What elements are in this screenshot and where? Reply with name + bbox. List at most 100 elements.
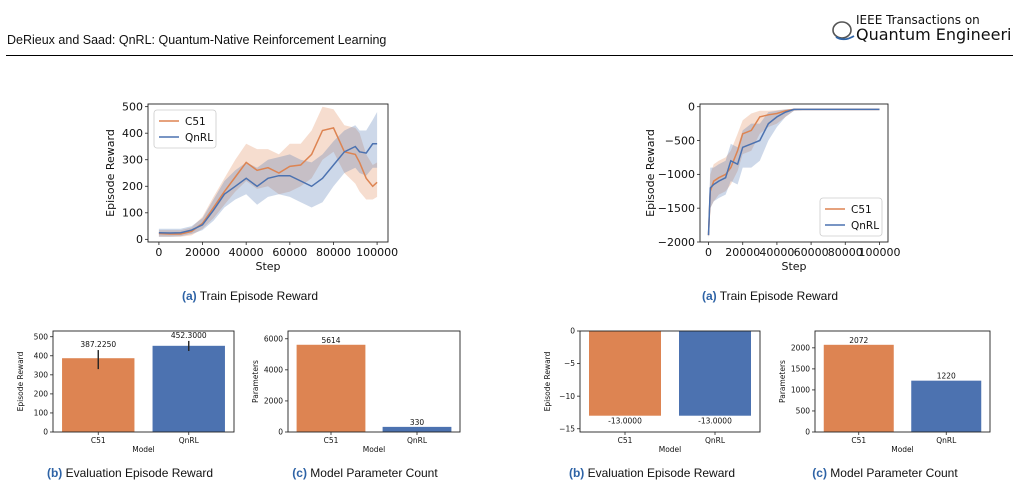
legend-label-c51: C51 xyxy=(851,204,872,216)
bar-qnrl xyxy=(911,380,982,432)
data-label-c51: 2072 xyxy=(849,336,868,345)
data-label-c51: 387.2250 xyxy=(80,340,116,349)
x-tick-label: 0 xyxy=(155,246,162,259)
x-tick-label: 40000 xyxy=(229,246,264,259)
caption-text: Train Episode Reward xyxy=(199,289,319,303)
legend-label-c51: C51 xyxy=(185,116,206,128)
y-tick-label: 2000 xyxy=(791,343,810,352)
header-rule xyxy=(6,55,1013,56)
x-tick-label: C51 xyxy=(324,436,339,445)
x-tick-label: 20000 xyxy=(185,246,220,259)
y-tick-label: −500 xyxy=(665,134,695,147)
y-tick-label: 300 xyxy=(34,370,49,379)
data-label-qnrl: 330 xyxy=(410,418,425,427)
y-tick-label: 0 xyxy=(278,428,283,437)
legend: C51 QnRL xyxy=(153,109,217,149)
x-tick-label: 80000 xyxy=(316,246,351,259)
x-axis-label: Step xyxy=(781,260,806,273)
y-tick-label: 0 xyxy=(43,428,48,437)
bar-qnrl xyxy=(679,331,751,416)
caption-label: (c) xyxy=(812,466,827,480)
data-label-qnrl: 1220 xyxy=(937,372,956,381)
bar-c51 xyxy=(296,344,366,432)
y-tick-label: 500 xyxy=(34,332,49,341)
data-label-qnrl: -13.0000 xyxy=(698,417,732,426)
x-tick-label: 60000 xyxy=(272,246,307,259)
caption-left-b: (b) Evaluation Episode Reward xyxy=(20,466,240,480)
x-axis-label: Model xyxy=(659,445,682,454)
series-band-qnrl xyxy=(158,112,378,237)
x-tick-label: C51 xyxy=(91,436,106,445)
y-tick-label: −10 xyxy=(559,392,575,401)
legend-label-qnrl: QnRL xyxy=(851,220,879,232)
caption-right-b: (b) Evaluation Episode Reward xyxy=(542,466,762,480)
y-tick-label: −2000 xyxy=(658,236,695,249)
y-tick-label: 1000 xyxy=(791,386,810,395)
caption-label: (a) xyxy=(181,289,197,303)
y-axis-label: Episode Reward xyxy=(543,351,552,411)
bar-c51 xyxy=(823,344,894,432)
plot-frame xyxy=(52,330,235,433)
caption-right-a: (a) Train Episode Reward xyxy=(660,289,880,303)
series-band-c51 xyxy=(158,106,378,237)
caption-left-c: (c) Model Parameter Count xyxy=(255,466,475,480)
x-axis-label: Model xyxy=(891,445,914,454)
y-axis-label: Parameters xyxy=(251,360,260,403)
series-band-c51 xyxy=(708,108,880,239)
y-axis-label: Episode Reward xyxy=(104,129,117,217)
x-axis-label: Model xyxy=(363,445,386,454)
y-tick-label: 400 xyxy=(34,351,49,360)
x-tick-label: 60000 xyxy=(794,246,829,259)
x-tick-label: QnRL xyxy=(407,436,428,445)
left-param-count-chart: 0 2000 4000 6000 Parameters 5614 C51 330 QnRL Mod… xyxy=(251,330,461,454)
y-tick-label: 0 xyxy=(688,101,695,114)
series-line-qnrl xyxy=(158,143,378,234)
y-tick-label: −1000 xyxy=(658,168,695,181)
bar-qnrl xyxy=(382,426,452,432)
y-tick-label: 4000 xyxy=(264,365,283,374)
x-tick-label: 40000 xyxy=(759,246,794,259)
caption-left-a: (a) Train Episode Reward xyxy=(140,289,360,303)
plot-frame xyxy=(147,103,389,243)
y-tick-label: 200 xyxy=(122,180,143,193)
data-label-qnrl: 452.3000 xyxy=(171,331,207,340)
right-param-count-chart: 0 500 1000 1500 2000 Parameters 2072 C51 1220 QnR… xyxy=(778,330,991,454)
y-axis-label: Episode Reward xyxy=(644,129,657,217)
y-tick-label: −5 xyxy=(564,359,575,368)
y-tick-label: 100 xyxy=(34,409,49,418)
x-tick-label: 100000 xyxy=(858,246,900,259)
right-eval-reward-chart: 0 −5 −10 −15 Episode Reward -13.0000 C51 -13.00… xyxy=(543,327,761,454)
x-tick-label: QnRL xyxy=(936,436,957,445)
x-tick-label: 80000 xyxy=(828,246,863,259)
caption-label: (a) xyxy=(701,289,717,303)
plot-frame xyxy=(287,330,461,433)
legend-box xyxy=(819,197,883,237)
legend: C51 QnRL xyxy=(819,197,883,237)
series-band-qnrl xyxy=(708,108,880,239)
legend-box xyxy=(153,109,217,149)
y-tick-label: 100 xyxy=(122,207,143,220)
running-header: DeRieux and Saad: QnRL: Quantum-Native R… xyxy=(7,33,387,47)
x-axis-label: Step xyxy=(255,260,280,273)
journal-line-1: IEEE Transactions on xyxy=(856,13,980,27)
series-line-qnrl xyxy=(707,108,880,236)
logo-swoosh-icon xyxy=(832,21,855,41)
plot-frame xyxy=(579,330,761,433)
caption-label: (b) xyxy=(568,466,585,480)
bar-qnrl xyxy=(152,345,225,432)
y-tick-label: 300 xyxy=(122,154,143,167)
plot-frame xyxy=(699,103,889,243)
caption-text: Model Parameter Count xyxy=(830,466,958,480)
y-tick-label: 0 xyxy=(805,428,810,437)
y-tick-label: 2000 xyxy=(264,397,283,406)
x-axis-label: Model xyxy=(132,445,155,454)
journal-logo: IEEE Transactions on Quantum Engineering xyxy=(832,13,1010,44)
caption-text: Train Episode Reward xyxy=(719,289,839,303)
x-tick-label: C51 xyxy=(618,436,633,445)
caption-text: Evaluation Episode Reward xyxy=(65,466,214,480)
caption-label: (b) xyxy=(46,466,63,480)
data-label-c51: -13.0000 xyxy=(608,417,642,426)
y-tick-label: 200 xyxy=(34,390,49,399)
y-tick-label: 400 xyxy=(122,127,143,140)
x-tick-label: 100000 xyxy=(356,246,398,259)
